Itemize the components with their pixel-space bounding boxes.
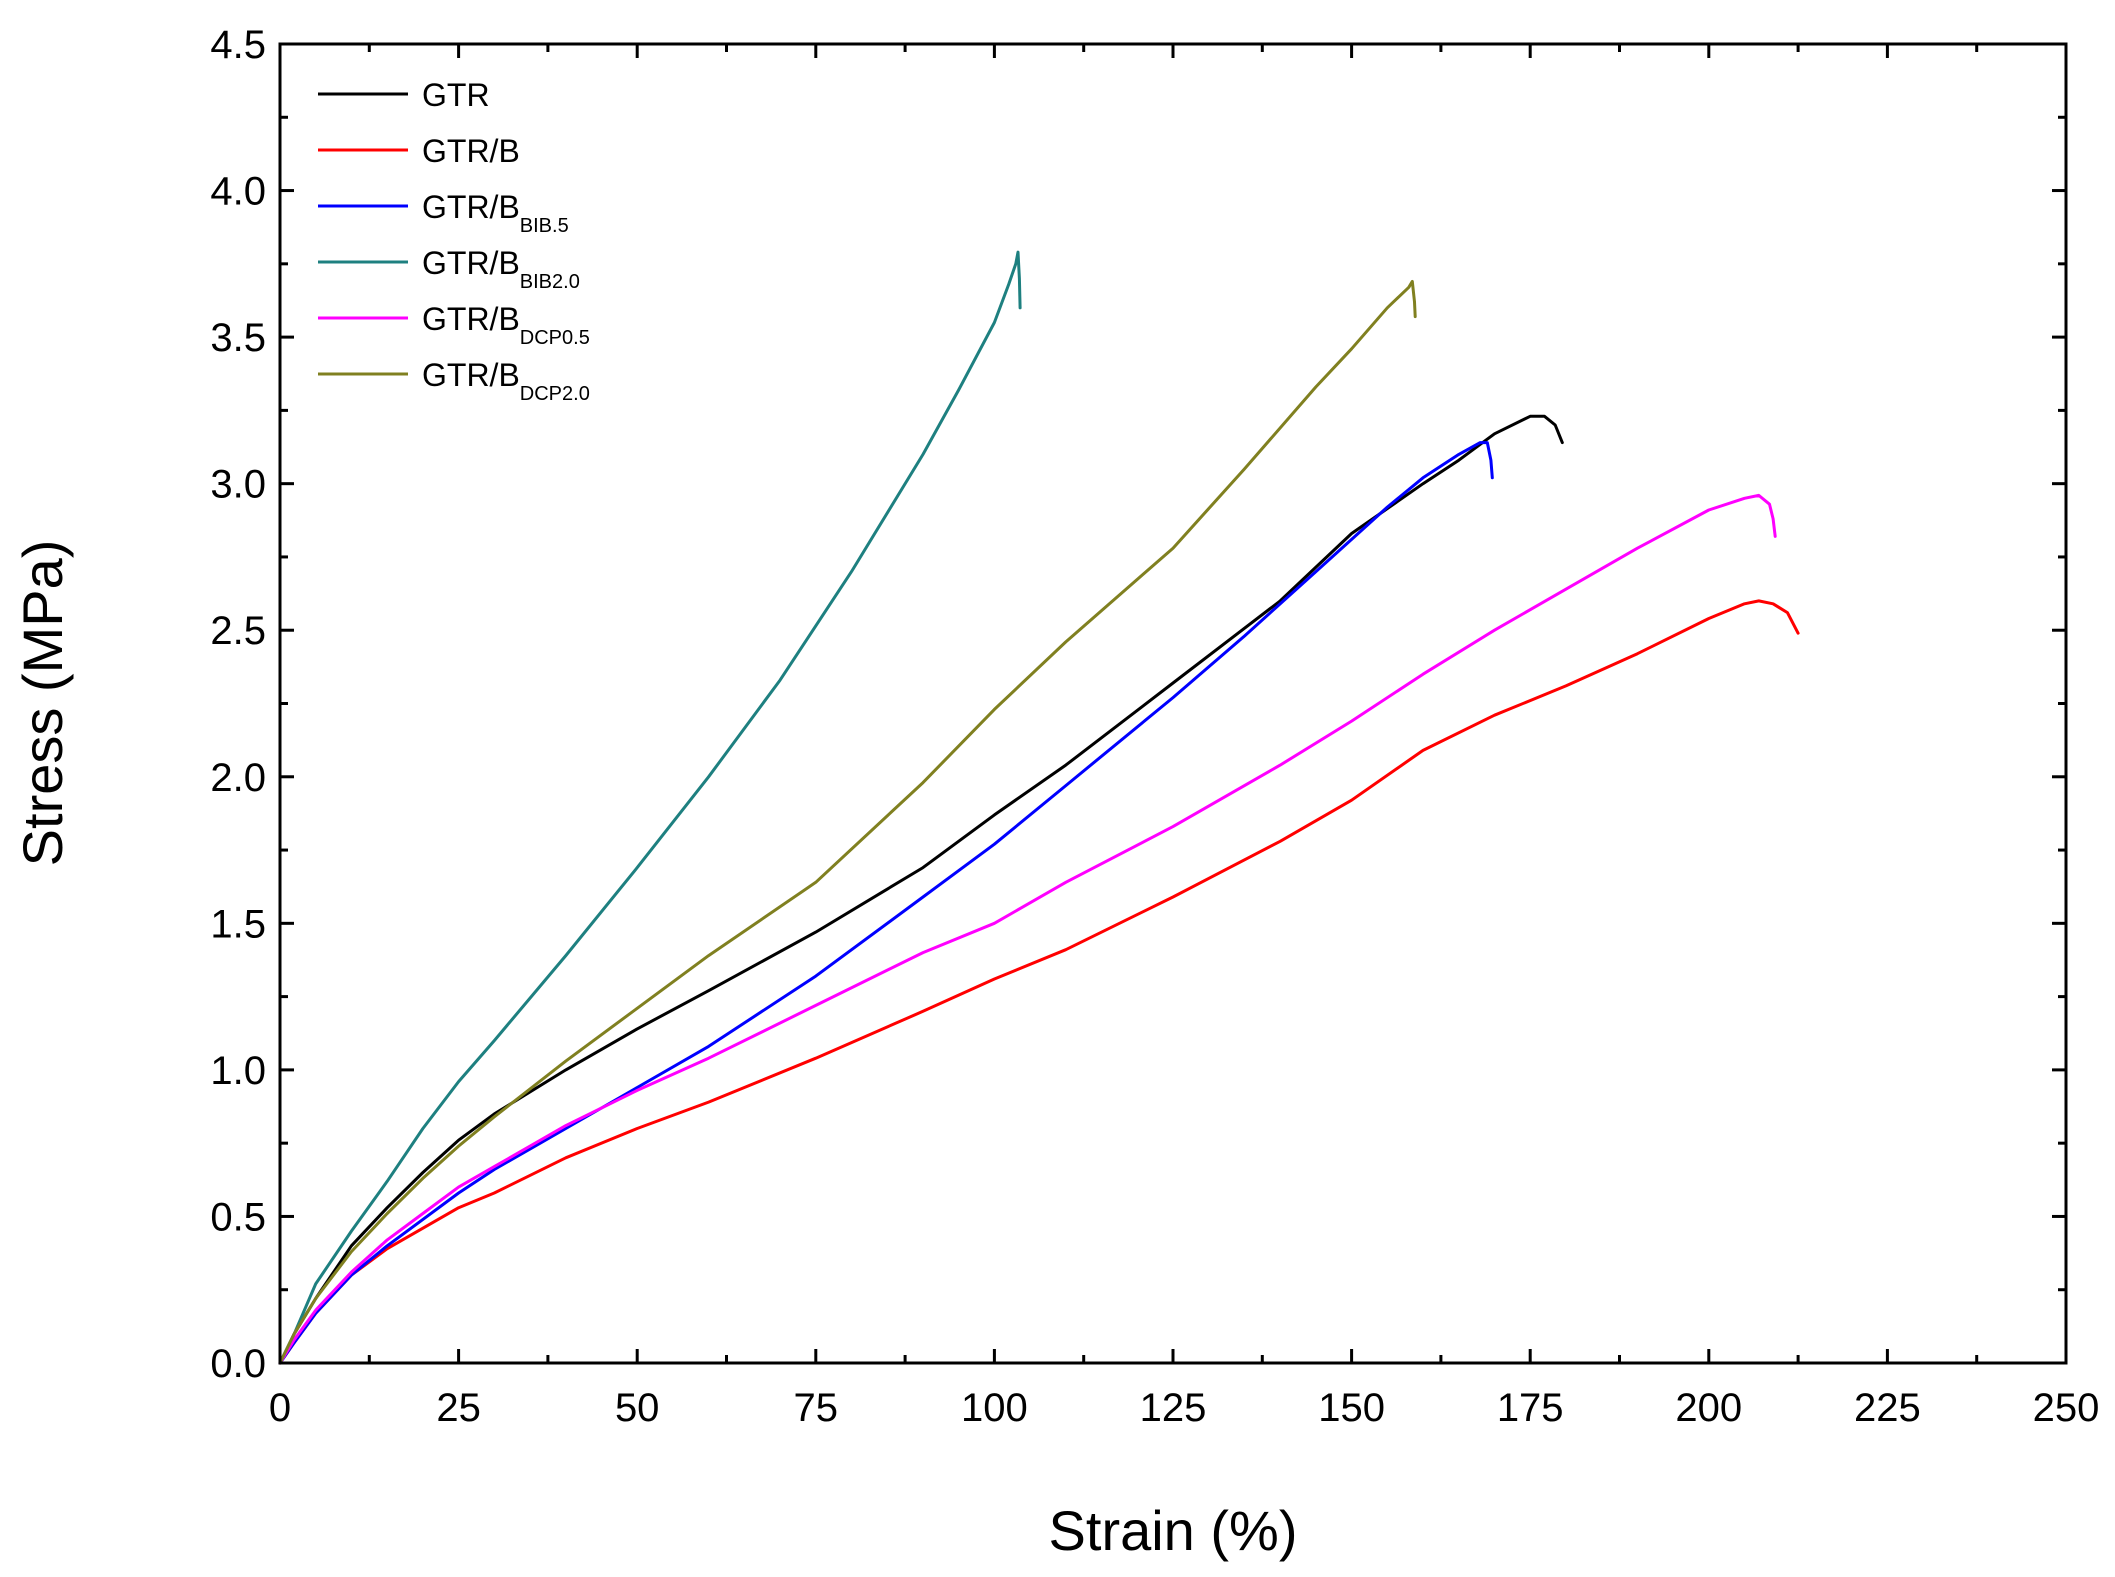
y-axis-title: Stress (MPa) — [11, 540, 74, 867]
legend-label: GTR/BDCP0.5 — [422, 301, 590, 349]
x-tick-label: 0 — [269, 1386, 291, 1430]
legend-label-main: GTR/B — [422, 301, 520, 337]
legend-label: GTR/BBIB2.0 — [422, 245, 580, 293]
tick-layer: 0 25 50 75 100 125 150 175 200 225 250 0.0 0.5 1.0 1.5… — [210, 23, 2099, 1430]
y-tick-label: 2.5 — [210, 609, 266, 653]
x-tick-label: 250 — [2033, 1386, 2100, 1430]
y-tick-label: 3.5 — [210, 316, 266, 360]
legend-label: GTR — [422, 77, 490, 113]
x-axis-title: Strain (%) — [1049, 1499, 1298, 1562]
legend-label-main: GTR — [422, 77, 490, 113]
series-line-1 — [278, 599, 1800, 1365]
legend-label-subscript: DCP0.5 — [520, 327, 590, 349]
x-tick-label: 150 — [1318, 1386, 1385, 1430]
legend-item-0: GTR — [318, 77, 490, 113]
x-tick-label: 200 — [1675, 1386, 1742, 1430]
legend-item-1: GTR/B — [318, 133, 520, 169]
legend-item-4: GTR/BDCP0.5 — [318, 301, 590, 349]
series-line-5 — [278, 279, 1417, 1365]
y-tick-label: 0.0 — [210, 1342, 266, 1386]
y-tick-label: 3.0 — [210, 463, 266, 507]
series-line-4 — [278, 493, 1777, 1365]
legend-item-3: GTR/BBIB2.0 — [318, 245, 580, 293]
legend-label-main: GTR/B — [422, 189, 520, 225]
legend: GTRGTR/BGTR/BBIB.5GTR/BBIB2.0GTR/BDCP0.5… — [318, 77, 590, 405]
legend-label: GTR/B — [422, 133, 520, 169]
legend-item-2: GTR/BBIB.5 — [318, 189, 569, 237]
series-line-3 — [278, 250, 1022, 1365]
legend-label-subscript: BIB.5 — [520, 215, 569, 237]
legend-label-subscript: DCP2.0 — [520, 383, 590, 405]
legend-item-5: GTR/BDCP2.0 — [318, 357, 590, 405]
x-tick-label: 100 — [961, 1386, 1028, 1430]
y-tick-label: 4.0 — [210, 170, 266, 214]
x-tick-label: 75 — [794, 1386, 839, 1430]
series-layer — [278, 250, 1800, 1365]
y-tick-label: 2.0 — [210, 756, 266, 800]
legend-label: GTR/BBIB.5 — [422, 189, 569, 237]
x-tick-label: 25 — [436, 1386, 481, 1430]
series-line-0 — [278, 414, 1564, 1365]
x-tick-label: 125 — [1140, 1386, 1207, 1430]
legend-label-main: GTR/B — [422, 133, 520, 169]
legend-label: GTR/BDCP2.0 — [422, 357, 590, 405]
legend-label-main: GTR/B — [422, 245, 520, 281]
series-line-2 — [278, 441, 1494, 1365]
y-tick-label: 0.5 — [210, 1195, 266, 1239]
x-tick-label: 50 — [615, 1386, 660, 1430]
x-tick-label: 225 — [1854, 1386, 1921, 1430]
y-tick-label: 1.5 — [210, 902, 266, 946]
legend-label-subscript: BIB2.0 — [520, 271, 580, 293]
y-tick-label: 1.0 — [210, 1049, 266, 1093]
y-tick-label: 4.5 — [210, 23, 266, 67]
legend-label-main: GTR/B — [422, 357, 520, 393]
x-tick-label: 175 — [1497, 1386, 1564, 1430]
